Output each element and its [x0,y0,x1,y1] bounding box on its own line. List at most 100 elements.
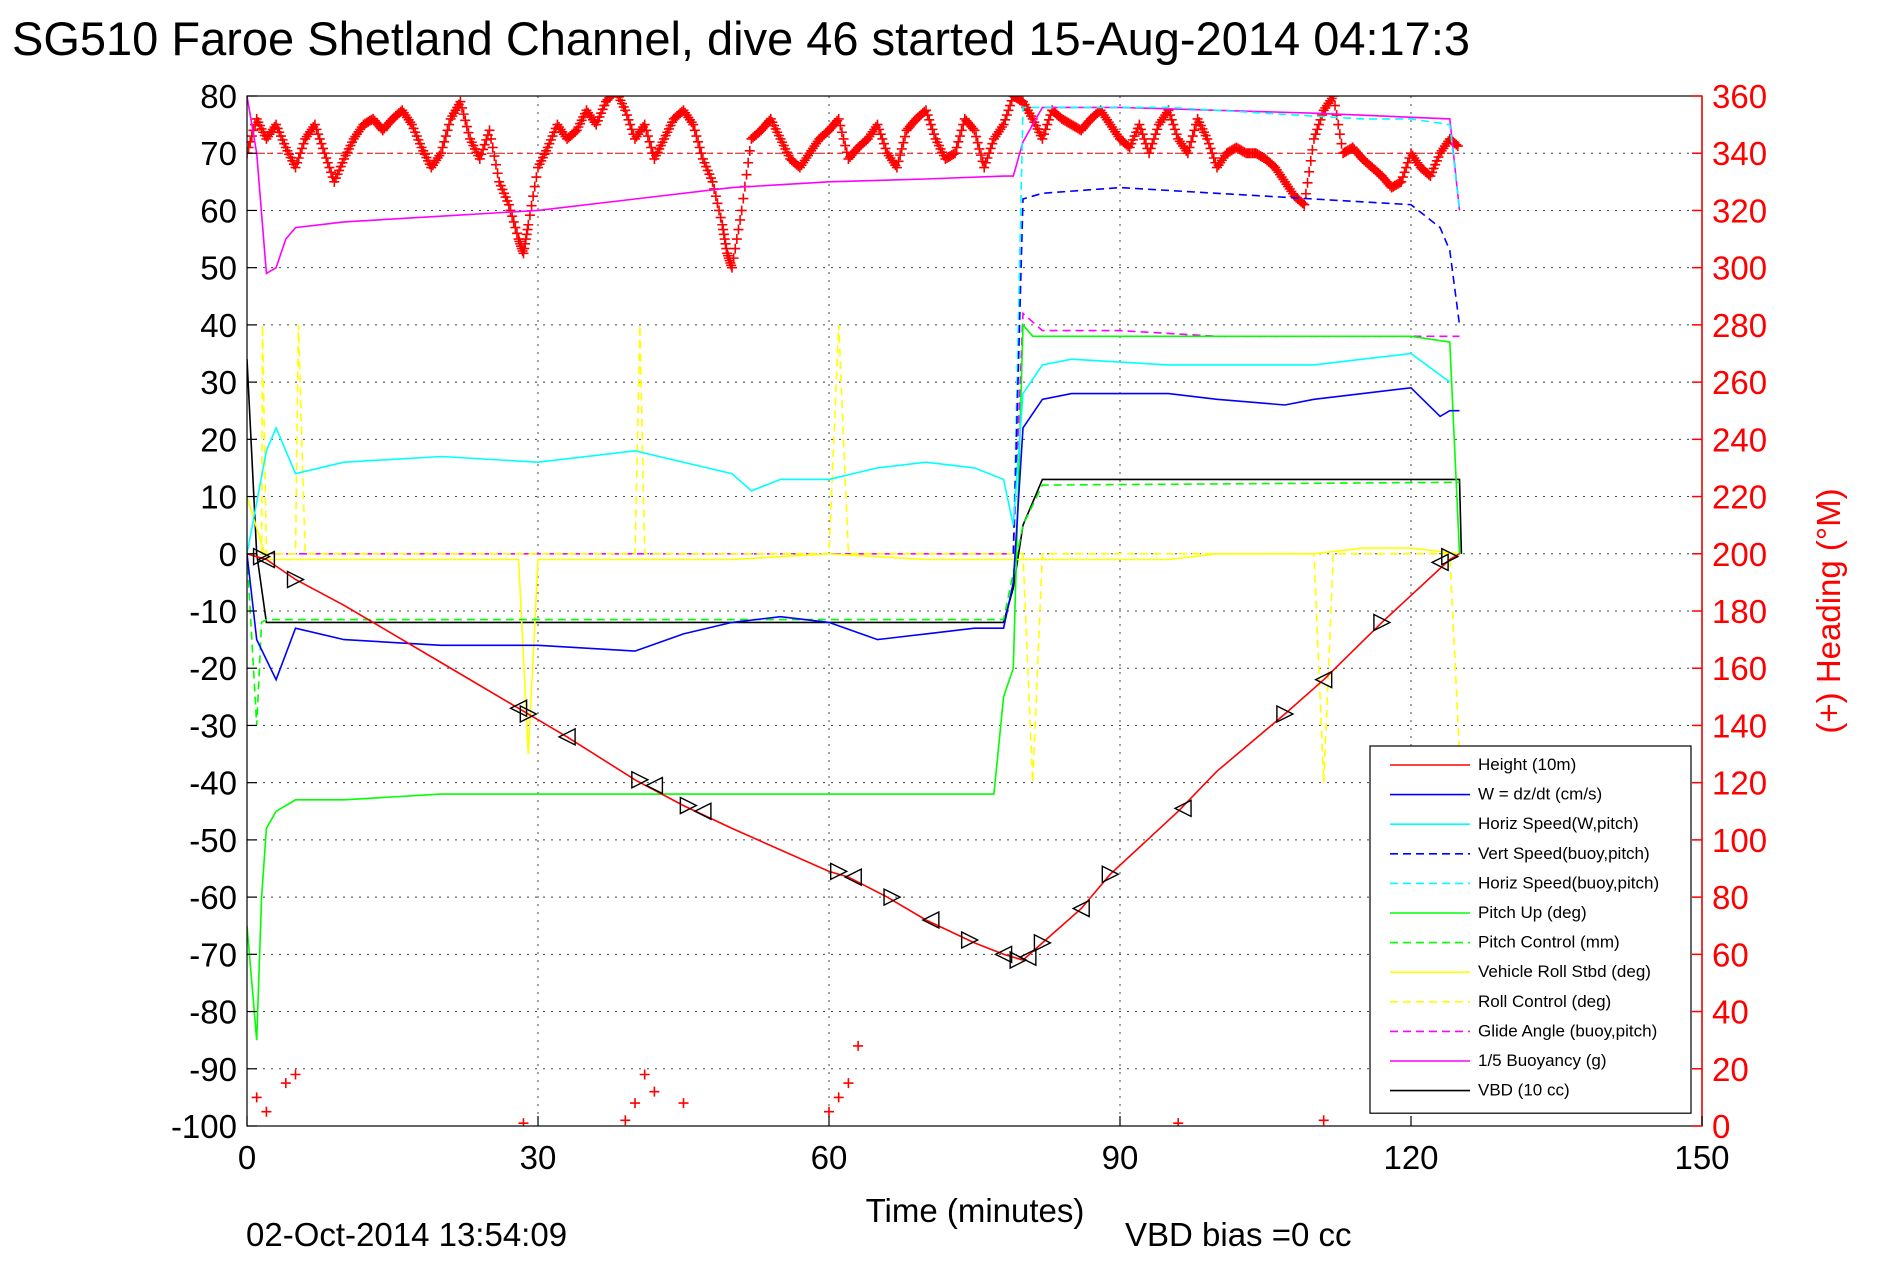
heading-marker [840,140,851,151]
legend-entry: Vert Speed(buoy,pitch) [1478,844,1650,863]
legend-entry: Roll Control (deg) [1478,992,1611,1011]
heading-marker [925,119,936,130]
heading-marker [440,131,451,142]
heading-marker [896,143,907,154]
heading-marker [707,176,718,187]
x-axis-ticks: 0 30 60 90 120 150 [238,1116,1730,1176]
heading-marker [1137,129,1148,140]
y2-tick-label: 0 [1712,1108,1730,1145]
heading-marker [833,1092,844,1103]
y-tick-label: 30 [200,364,237,401]
heading-marker [1203,138,1214,149]
heading-marker [878,138,889,149]
heading-marker [730,243,741,254]
heading-marker [1299,199,1310,210]
y2-tick-label: 360 [1712,78,1767,115]
heading-marker [639,1069,650,1080]
heading-marker [518,1118,529,1126]
heading-marker [924,114,935,125]
heading-marker [247,131,257,142]
y-tick-label: -10 [189,593,237,630]
heading-marker [728,253,739,264]
y2-axis-label: (+) Heading (°M) [1810,488,1847,733]
y2-tick-label: 80 [1712,879,1749,916]
heading-marker [489,151,500,162]
heading-marker [521,229,532,240]
heading-marker [998,119,1009,130]
heading-marker [718,229,729,240]
legend-entry: Pitch Up (deg) [1478,903,1587,922]
heading-marker [714,205,725,216]
heading-marker [457,102,468,113]
heading-marker [639,119,650,130]
legend-entry: VBD (10 cc) [1478,1081,1570,1100]
heading-marker [1147,138,1158,149]
heading-marker [686,117,697,128]
heading-marker [444,119,455,130]
heading-marker [476,149,487,160]
heading-marker [921,105,931,116]
x-axis-label: Time (minutes) [866,1192,1085,1229]
heading-marker [247,142,254,153]
heading-marker [605,96,616,101]
y2-tick-label: 320 [1712,192,1767,229]
y-tick-label: 60 [200,192,237,229]
heading-marker [1042,119,1053,130]
heading-marker [439,136,450,147]
height-marker [994,945,1013,964]
legend-entry: W = dz/dt (cm/s) [1478,785,1602,804]
heading-marker [1134,119,1145,130]
heading-marker [1312,124,1323,135]
x-tick-label: 30 [520,1139,557,1176]
legend-entry: Vehicle Roll Stbd (deg) [1478,962,1651,981]
footer-vbd-bias: VBD bias =0 cc [1125,1216,1352,1253]
legend-entry: Horiz Speed(buoy,pitch) [1478,873,1659,892]
heading-marker [505,205,516,216]
heading-marker [736,205,747,216]
heading-marker [712,198,723,209]
legend-entry: Pitch Control (mm) [1478,933,1620,952]
heading-marker [1402,157,1413,168]
y-tick-label: -80 [189,994,237,1031]
heading-marker [1039,129,1050,140]
heading-marker [520,234,531,245]
heading-marker [691,131,702,142]
height-marker [1009,950,1028,970]
heading-marker [951,142,962,153]
heading-marker [929,129,940,140]
height-marker [1101,865,1120,884]
height-markers [252,547,1460,970]
heading-marker [1396,176,1407,187]
heading-marker [1300,188,1311,199]
y2-tick-label: 260 [1712,364,1767,401]
heading-marker [620,105,631,116]
heading-marker [437,142,448,153]
heading-marker [642,131,653,142]
heading-marker [893,156,904,167]
heading-marker [982,152,993,163]
heading-marker [1208,152,1219,163]
y-tick-label: 50 [200,250,237,287]
heading-marker [626,124,637,135]
heading-marker [261,1106,272,1117]
heading-marker [719,234,730,245]
heading-marker [927,124,938,135]
heading-marker [694,142,705,153]
heading-marker [1187,131,1198,142]
heading-marker [1145,143,1156,154]
heading-marker [1333,119,1344,130]
heading-marker [836,127,847,138]
heading-marker [689,125,700,136]
heading-marker [895,150,906,161]
heading-marker [296,143,307,154]
y-axis-ticks: 80 70 60 50 40 30 20 10 0 -10 -20 -30 -40 -50 -60 -70 -8… [171,78,257,1145]
height-marker [1018,948,1037,967]
heading-marker [1003,105,1014,116]
heading-marker [1336,138,1347,149]
heading-marker [247,136,256,147]
heading-marker [511,228,522,239]
height-marker [644,776,664,795]
y-tick-label: -40 [189,765,237,802]
footer-timestamp: 02-Oct-2014 13:54:09 [246,1216,567,1253]
x-tick-label: 90 [1102,1139,1139,1176]
